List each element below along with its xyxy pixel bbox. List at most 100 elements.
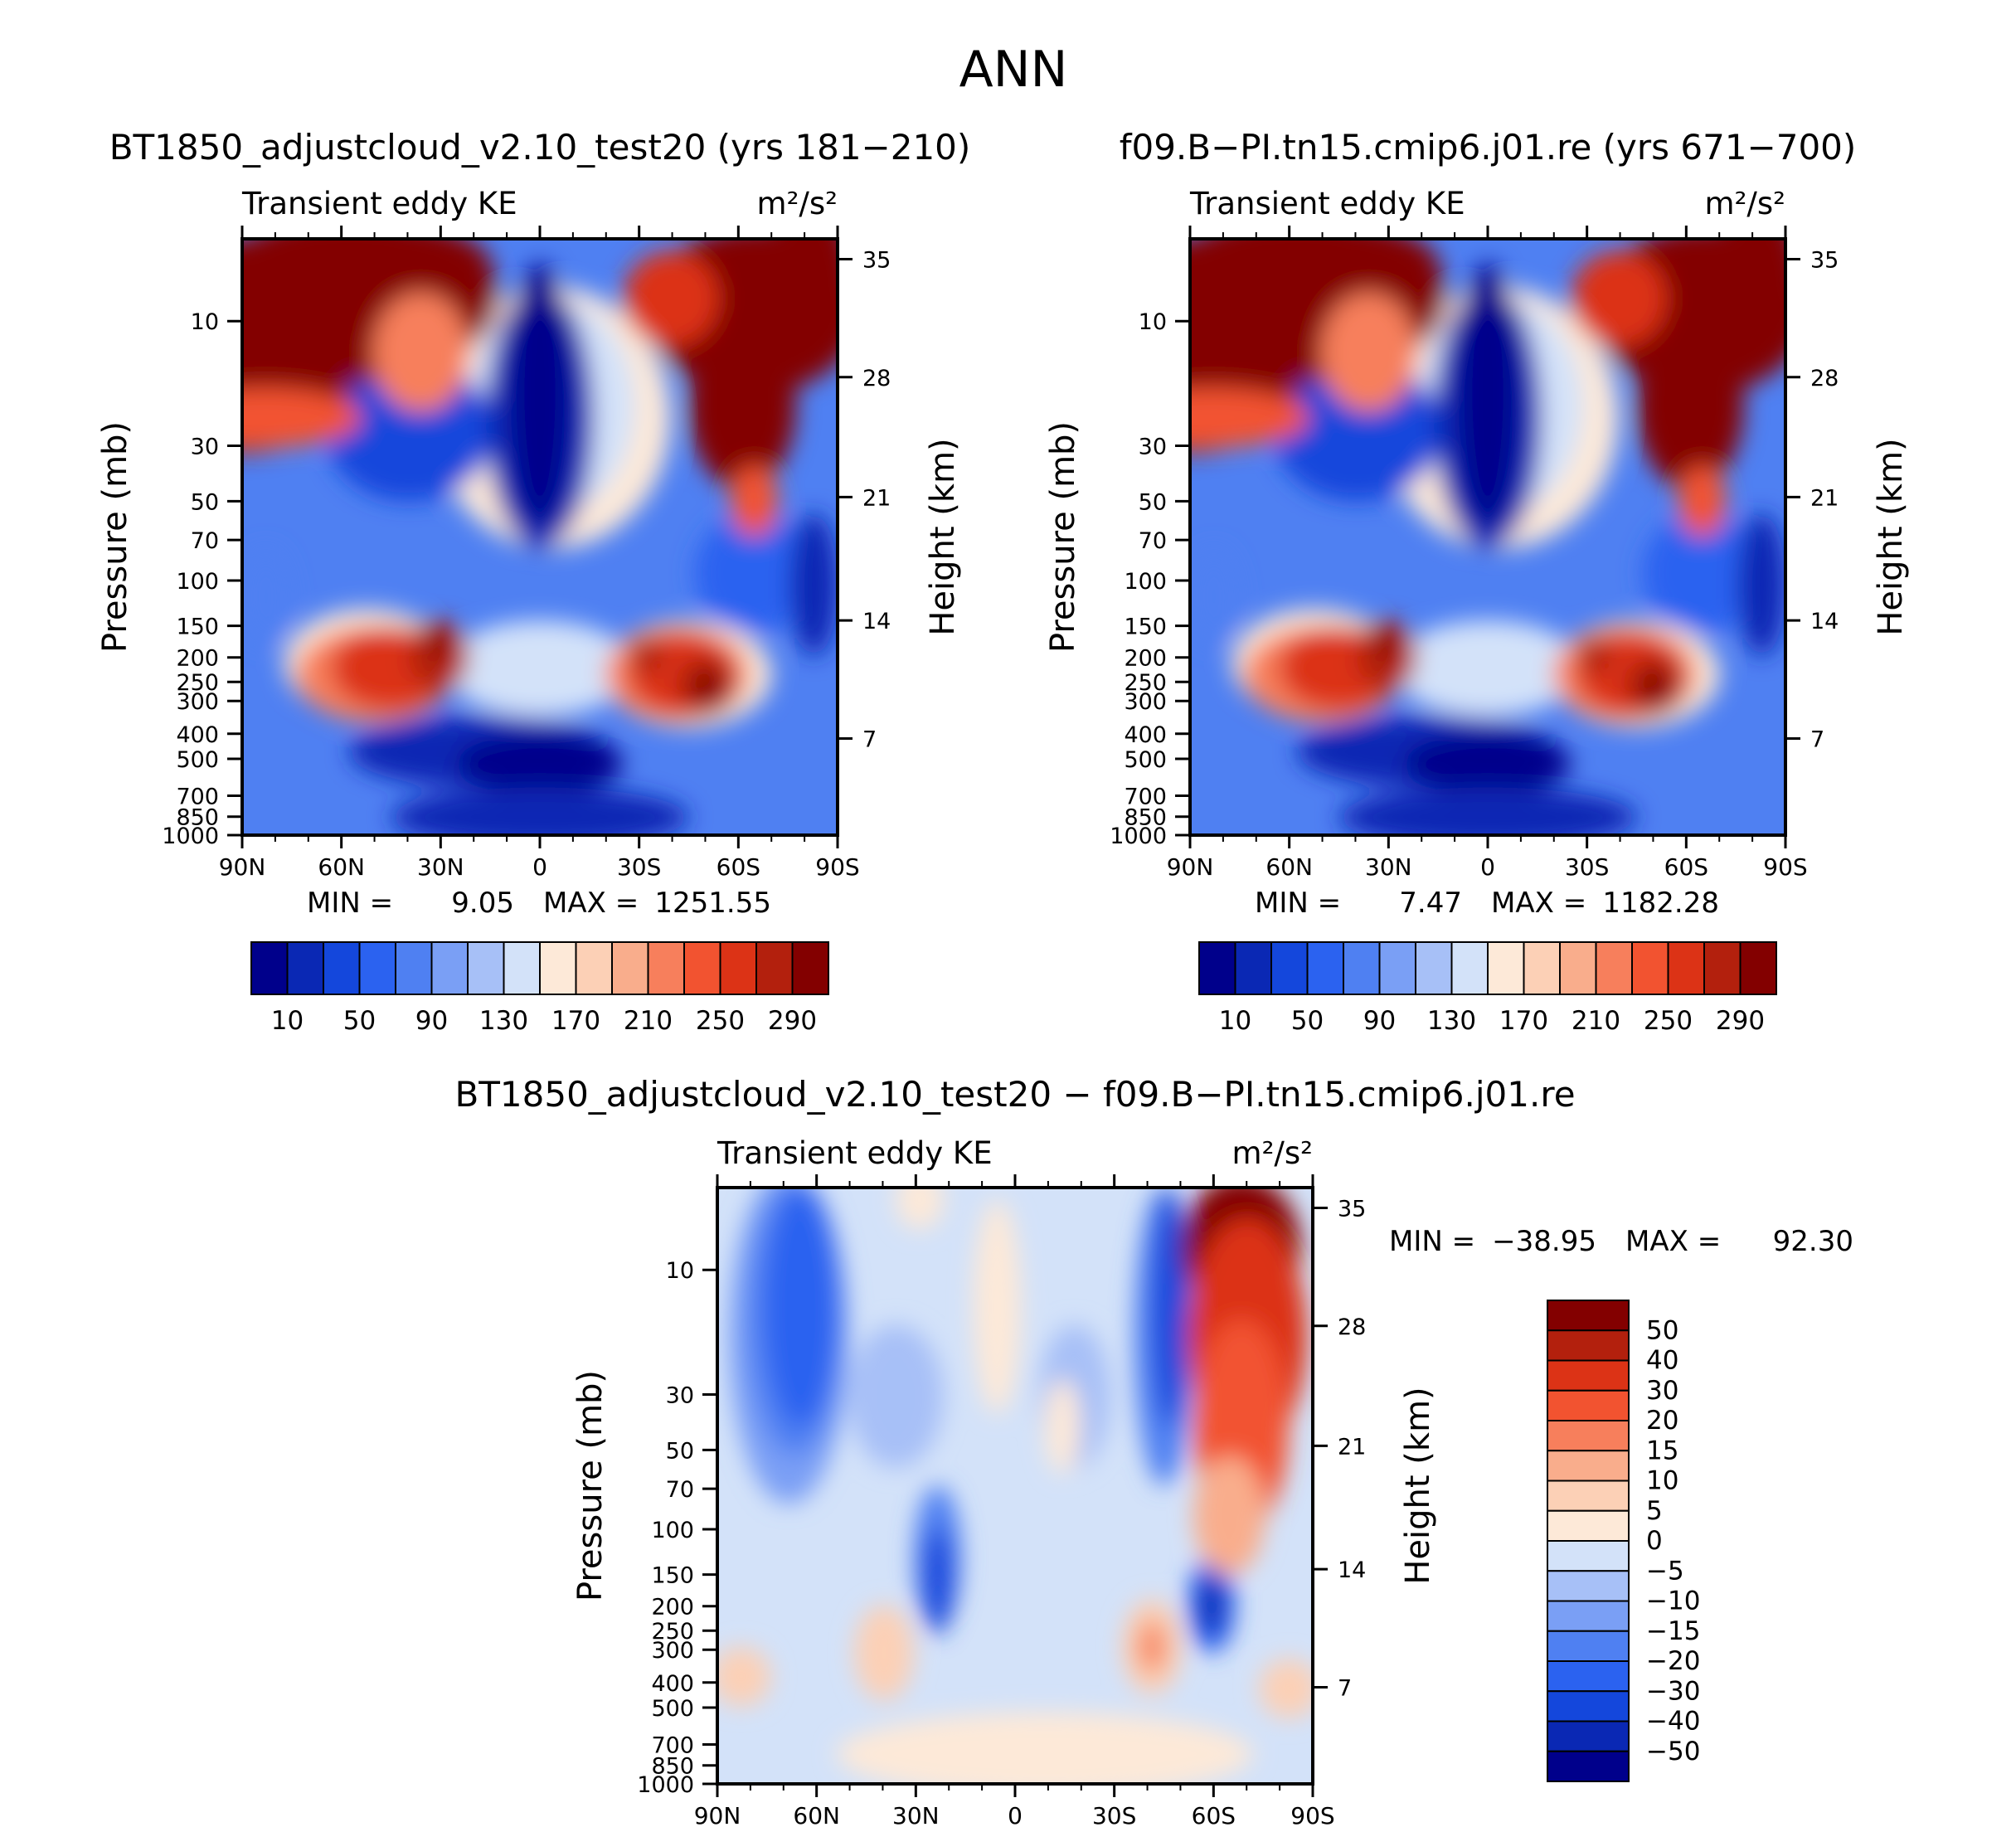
colorbar-swatch [1547,1660,1630,1693]
y-tick-label: 850 [176,805,219,831]
x-tick-label: 90N [694,1802,741,1827]
colorbar-label: 50 [1646,1315,1678,1345]
colorbar-label: 250 [696,1006,745,1036]
colorbar-swatch [647,941,685,995]
contour-field [242,239,838,835]
colorbar-swatch [1523,941,1561,995]
min-label: MIN = [1389,1225,1475,1258]
colorbar-swatch [467,941,505,995]
x-tick-label: 90N [219,853,266,881]
colorbar-swatch [719,941,757,995]
y-right-tick-label: 14 [1810,609,1839,634]
colorbar-swatch [1547,1600,1630,1632]
x-tick-label: 90S [815,853,859,881]
contour-region [1152,1188,1188,1426]
contour-region [1640,668,1669,704]
y-tick-label: 300 [176,689,219,715]
y-tick-label: 400 [651,1671,694,1697]
x-tick-label: 90S [1763,853,1807,881]
contour-region [623,250,719,347]
plot-units: m²/s² [1232,1135,1313,1171]
plot-subtitle: Transient eddy KE [241,186,517,221]
contour-region [1044,1378,1081,1475]
min-value: 7.47 [1399,887,1462,920]
contour-region [694,513,814,633]
y-right-tick-label: 28 [1338,1314,1366,1340]
colorbar-swatch [1631,941,1669,995]
plot-title: f09.B−PI.tn15.cmip6.j01.re (yrs 671−700) [1120,127,1857,168]
y-right-tick-label: 35 [1338,1196,1366,1222]
contour-region [510,262,570,526]
colorbar-swatch [1547,1480,1630,1512]
colorbar-swatch [323,941,361,995]
x-tick-label: 0 [1480,853,1495,881]
plot-title: BT1850_adjustcloud_v2.10_test20 − f09.B−… [454,1074,1575,1115]
colorbar-label: −40 [1646,1707,1700,1737]
y-axis-label: Pressure (mb) [1044,421,1082,653]
colorbar-swatch [1547,1300,1630,1332]
x-tick-label: 0 [1008,1802,1023,1827]
colorbar-label: 130 [479,1006,528,1036]
y-right-tick-label: 21 [1338,1434,1366,1460]
colorbar-swatch [1450,941,1489,995]
colorbar-label: −5 [1646,1556,1684,1586]
contour-region [1737,513,1785,657]
x-tick-label: 30N [417,853,464,881]
y-tick-label: 200 [176,646,219,672]
y-tick-label: 10 [1139,309,1167,335]
contour-region [1636,322,1744,489]
colorbar-label: −10 [1646,1586,1700,1616]
colorbar-swatch [250,941,289,995]
contour-region [836,1712,1254,1784]
y-tick-label: 50 [191,489,219,515]
y-right-tick-label: 21 [862,485,891,511]
colorbar-swatch [1270,941,1309,995]
colorbar-swatch [539,941,577,995]
contour-region [1193,1455,1265,1576]
x-tick-label: 30S [1565,853,1609,881]
x-tick-label: 90N [1167,853,1214,881]
contour-region [1320,292,1416,412]
colorbar-label: 170 [1499,1006,1548,1036]
y-tick-label: 850 [651,1754,694,1780]
colorbar-label: 90 [415,1006,448,1036]
colorbar-swatch [1547,1540,1630,1572]
x-tick-label: 30S [617,853,661,881]
x-tick-label: 30S [1092,1802,1136,1827]
colorbar-swatch [1667,941,1705,995]
field-contours [717,1188,1313,1784]
contour-region [848,1324,944,1468]
contour-region [426,632,451,657]
x-tick-label: 0 [532,853,547,881]
page-title: ANN [959,41,1068,99]
contour-region [1642,513,1762,633]
colorbar-swatch [286,941,324,995]
contour-region [1143,1629,1161,1665]
contour-region [973,1199,1022,1415]
y-tick-label: 1000 [1110,824,1167,849]
y-right-tick-label: 35 [1810,247,1839,273]
y-tick-label: 400 [1124,722,1167,748]
colorbar-swatch [1547,1720,1630,1752]
y-tick-label: 100 [651,1518,694,1543]
contour-region [688,322,796,489]
colorbar-label: 210 [624,1006,673,1036]
y-tick-label: 400 [176,722,219,748]
max-value: 1251.55 [654,887,771,920]
contour-region [854,1605,914,1701]
y-tick-label: 250 [651,1619,694,1645]
colorbar-swatch [1547,1750,1630,1782]
contour-region [789,513,838,657]
y-tick-label: 70 [191,528,219,554]
colorbar-label: 10 [1219,1006,1251,1036]
y-tick-label: 30 [666,1382,694,1408]
plot-subtitle: Transient eddy KE [1189,186,1465,221]
colorbar-swatch [1739,941,1777,995]
x-tick-label: 30N [1365,853,1412,881]
colorbar-label: 130 [1427,1006,1476,1036]
plot-p1: BT1850_adjustcloud_v2.10_test20 (yrs 181… [96,127,970,1036]
contour-region [1226,239,1440,317]
y-tick-label: 150 [651,1563,694,1589]
